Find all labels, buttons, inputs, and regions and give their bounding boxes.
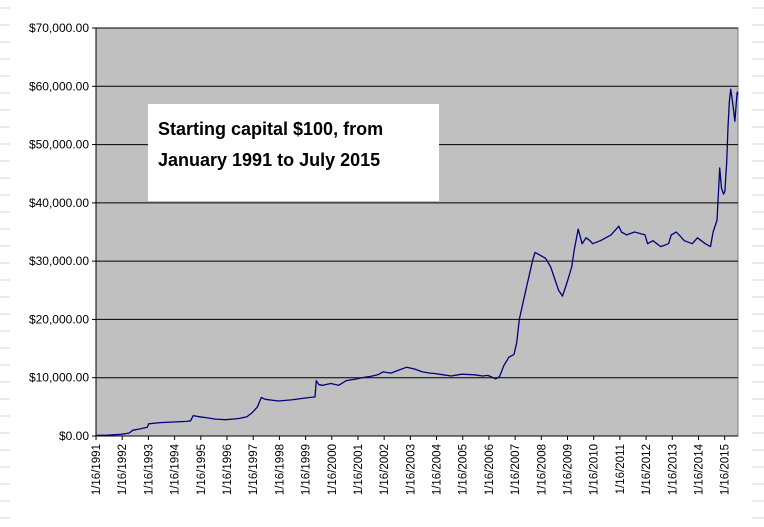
y-tick-label: $60,000.00 [29,79,89,93]
x-tick-label: 1/16/1999 [301,444,313,495]
annotation-line-1: Starting capital $100, from [158,119,384,139]
y-axis-tick-labels: $0.00 $10,000.00 $20,000.00 $30,000.00 $40,0… [29,21,89,443]
x-tick-label: 1/16/2007 [510,444,522,495]
annotation-box: Starting capital $100, from January 1991… [148,104,439,201]
x-tick-label: 1/16/1995 [196,444,208,495]
x-axis-tick-labels: 1/16/1991 1/16/1992 1/16/1993 1/16/1994 1/16… [91,443,732,495]
x-tick-label: 1/16/2014 [693,443,705,495]
y-tick-label: $50,000.00 [29,138,89,152]
x-tick-label: 1/16/1991 [91,444,103,495]
x-tick-label: 1/16/2006 [484,444,496,495]
plot-area [95,27,739,437]
x-tick-label: 1/16/2013 [667,444,679,495]
y-tick-label: $0.00 [59,429,89,443]
x-tick-label: 1/16/2003 [405,444,417,495]
y-tick-label: $20,000.00 [29,312,89,326]
x-axis [95,28,738,440]
x-tick-label: 1/16/1992 [117,444,129,495]
annotation-line-2: January 1991 to July 2015 [158,150,381,170]
x-tick-label: 1/16/2012 [641,444,653,495]
y-tick-label: $40,000.00 [29,196,89,210]
spreadsheet-cell-lines [0,7,764,519]
x-tick-label: 1/16/2000 [327,444,339,495]
x-tick-label: 1/16/2009 [563,444,575,495]
x-tick-label: 1/16/1998 [274,444,286,495]
x-tick-label: 1/16/1996 [222,444,234,495]
x-tick-label: 1/16/2008 [536,444,548,495]
series-line [95,88,739,437]
x-tick-label: 1/16/1997 [248,444,260,495]
y-tick-label: $70,000.00 [29,21,89,35]
x-tick-label: 1/16/2011 [615,444,627,494]
y-tick-label: $30,000.00 [29,254,89,268]
y-tick-label: $10,000.00 [29,371,89,385]
x-tick-label: 1/16/2002 [379,444,391,495]
x-tick-label: 1/16/2015 [720,444,732,495]
x-tick-label: 1/16/1993 [143,444,155,495]
x-tick-label: 1/16/2004 [432,443,444,495]
x-tick-label: 1/16/2010 [589,444,601,495]
x-tick-label: 1/16/1994 [170,443,182,495]
x-tick-label: 1/16/2001 [353,444,365,495]
x-tick-label: 1/16/2005 [458,444,470,495]
